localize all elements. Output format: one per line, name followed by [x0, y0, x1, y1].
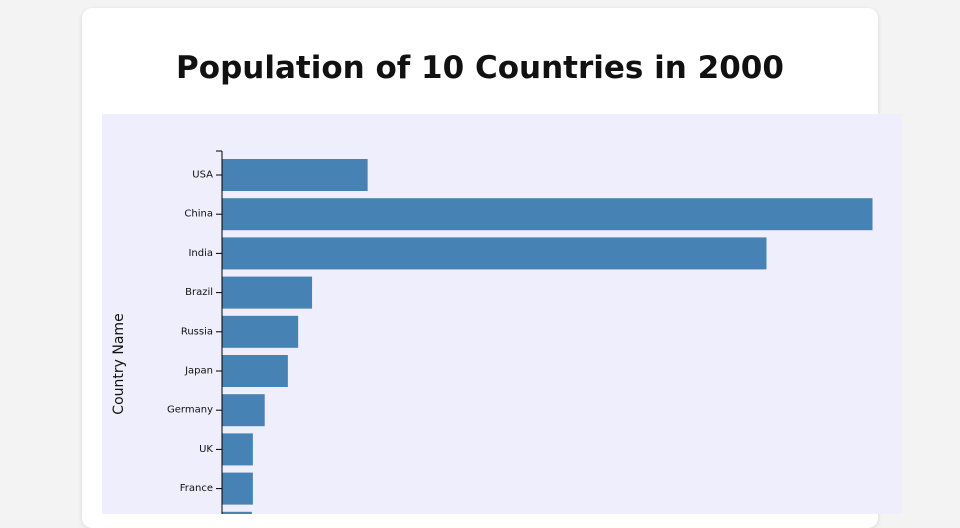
- bar-uk: [222, 433, 253, 466]
- y-axis: USA China India Brazil Russia Japan Germany UK F…: [167, 150, 223, 514]
- chart-plot-area: USA China India Brazil Russia Japan Germany UK F…: [102, 114, 902, 514]
- y-axis-title: Country Name: [111, 313, 127, 414]
- bar-germany: [222, 394, 265, 427]
- chart-title: Population of 10 Countries in 2000: [176, 50, 784, 86]
- bar-russia: [222, 315, 299, 348]
- bar-usa: [222, 159, 368, 191]
- y-tick-label-germany: Germany: [167, 405, 213, 416]
- y-tick-label-india: India: [188, 248, 213, 259]
- bar-japan: [222, 355, 288, 387]
- y-tick-label-japan: Japan: [184, 366, 213, 377]
- bar-brazil: [222, 276, 313, 309]
- y-tick-label-china: China: [184, 209, 213, 220]
- y-tick-label-france: France: [180, 483, 213, 494]
- bar-india: [222, 237, 767, 270]
- y-tick-label-uk: UK: [199, 444, 213, 455]
- y-tick-label-russia: Russia: [181, 326, 213, 337]
- bar-italy: [222, 511, 252, 514]
- bar-france: [222, 472, 253, 505]
- bar-chart: USA China India Brazil Russia Japan Germany UK F…: [111, 150, 873, 514]
- y-tick-label-brazil: Brazil: [185, 287, 213, 298]
- y-tick-label-usa: USA: [192, 170, 213, 181]
- bars-group: [222, 159, 873, 514]
- bar-china: [222, 198, 873, 231]
